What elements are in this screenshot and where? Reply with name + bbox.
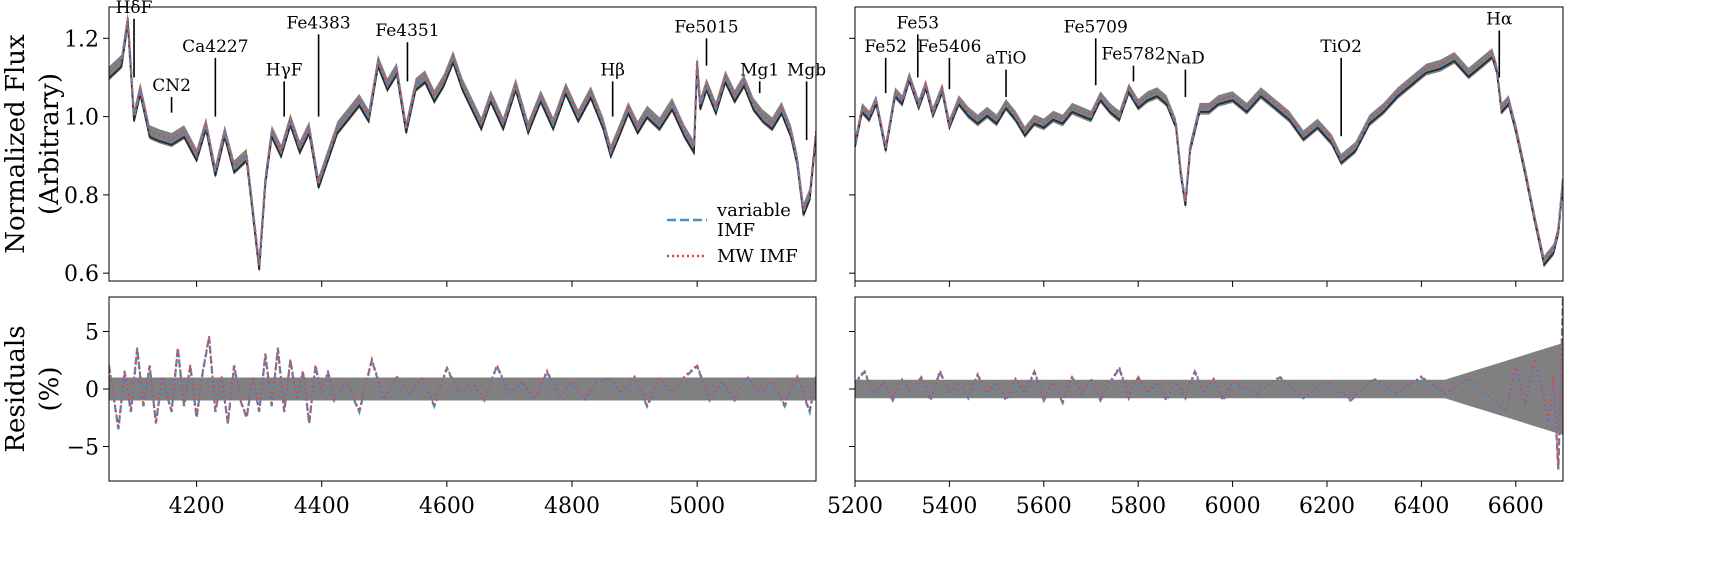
annotation-label-NaD: NaD — [1166, 49, 1205, 69]
resid-right-xtick-label: 6600 — [1488, 494, 1544, 519]
flux-left-observed-line — [109, 23, 816, 271]
annotation-label-CN2: CN2 — [152, 76, 191, 96]
annotation-label-Ca4227: Ca4227 — [182, 37, 248, 57]
resid-left-xtick-label: 4800 — [544, 494, 600, 519]
resid-left-xtick-label: 5000 — [669, 494, 725, 519]
annotation-label-Fe4351: Fe4351 — [375, 21, 439, 41]
annotation-label-HδF: HδF — [116, 0, 153, 18]
flux-left-frame — [108, 6, 817, 282]
resid-left-xtick-label: 4400 — [294, 494, 350, 519]
annotation-label-Fe5782: Fe5782 — [1101, 45, 1165, 65]
resid-left-ytick-label: 0 — [85, 378, 99, 403]
annotation-label-Fe5406: Fe5406 — [917, 37, 981, 57]
annotation-label-Fe5015: Fe5015 — [674, 17, 738, 37]
annotation-label-Mg1: Mg1 — [740, 60, 779, 80]
resid-right-xtick-label: 6400 — [1393, 494, 1449, 519]
resid-right-xtick-label: 5200 — [827, 494, 883, 519]
resid-left-panel: −5 0 5 4200 4400 4600 4800 5000 — [67, 296, 817, 519]
annotation-label-Mgb: Mgb — [787, 60, 826, 80]
flux-right-variable-imf-line — [855, 52, 1563, 264]
annotation-label-Hα: Hα — [1486, 9, 1513, 29]
flux-right-uncertainty-band — [855, 48, 1563, 268]
resid-right-xtick-label: 5800 — [1110, 494, 1166, 519]
flux-ylabel-2: (Arbitrary) — [35, 73, 65, 215]
resid-left-ytick-label: 5 — [85, 321, 99, 346]
flux-left-mw-imf-line — [109, 17, 816, 265]
resid-ylabel-line2: (%) — [35, 367, 65, 412]
legend: variable IMF MW IMF — [667, 200, 798, 267]
resid-right-xtick-label: 6200 — [1299, 494, 1355, 519]
annotation-label-Fe52: Fe52 — [864, 37, 907, 57]
flux-left-ytick-label: 1.2 — [64, 27, 99, 52]
resid-right-xtick-label: 6000 — [1205, 494, 1261, 519]
resid-right-panel: 5200 5400 5600 5800 6000 6200 6400 6600 — [827, 296, 1564, 519]
resid-ylabel: Residuals — [1, 325, 31, 452]
annotation-label-Hβ: Hβ — [600, 60, 625, 80]
flux-left-ytick-label: 0.8 — [64, 184, 99, 209]
resid-ylabel-2: (%) — [35, 367, 65, 412]
annotation-label-Fe4383: Fe4383 — [286, 13, 350, 33]
resid-ylabel-line1: Residuals — [1, 325, 31, 452]
flux-left-ytick-label: 0.6 — [64, 262, 99, 287]
flux-right-mw-imf-line — [855, 51, 1563, 263]
resid-left-xtick-label: 4600 — [419, 494, 475, 519]
legend-variable-imf-label-1: variable — [716, 200, 791, 221]
flux-right-observed-line — [855, 55, 1563, 267]
annotation-label-Fe5709: Fe5709 — [1064, 17, 1128, 37]
resid-right-xtick-label: 5400 — [921, 494, 977, 519]
annotation-label-Fe53: Fe53 — [896, 13, 939, 33]
flux-ylabel-line2: (Arbitrary) — [35, 73, 65, 215]
legend-variable-imf-label-2: IMF — [717, 220, 755, 241]
flux-left-panel: HδF CN2 Ca4227 HγF Fe4383 Fe4351 Hβ Fe5015 Mg1 Mg… — [64, 0, 826, 287]
resid-left-xtick-label: 4200 — [169, 494, 225, 519]
flux-ylabel: Normalized Flux — [1, 34, 31, 254]
annotation-label-HγF: HγF — [266, 60, 303, 80]
flux-ylabel-line1: Normalized Flux — [1, 34, 31, 254]
flux-left-ytick-label: 1.0 — [64, 106, 99, 131]
legend-mw-imf-label: MW IMF — [717, 246, 798, 267]
flux-right-frame — [854, 6, 1564, 282]
resid-left-ytick-label: −5 — [67, 436, 99, 461]
annotation-label-aTiO: aTiO — [986, 49, 1027, 69]
resid-right-xtick-label: 5600 — [1016, 494, 1072, 519]
annotation-label-TiO2: TiO2 — [1320, 37, 1362, 57]
